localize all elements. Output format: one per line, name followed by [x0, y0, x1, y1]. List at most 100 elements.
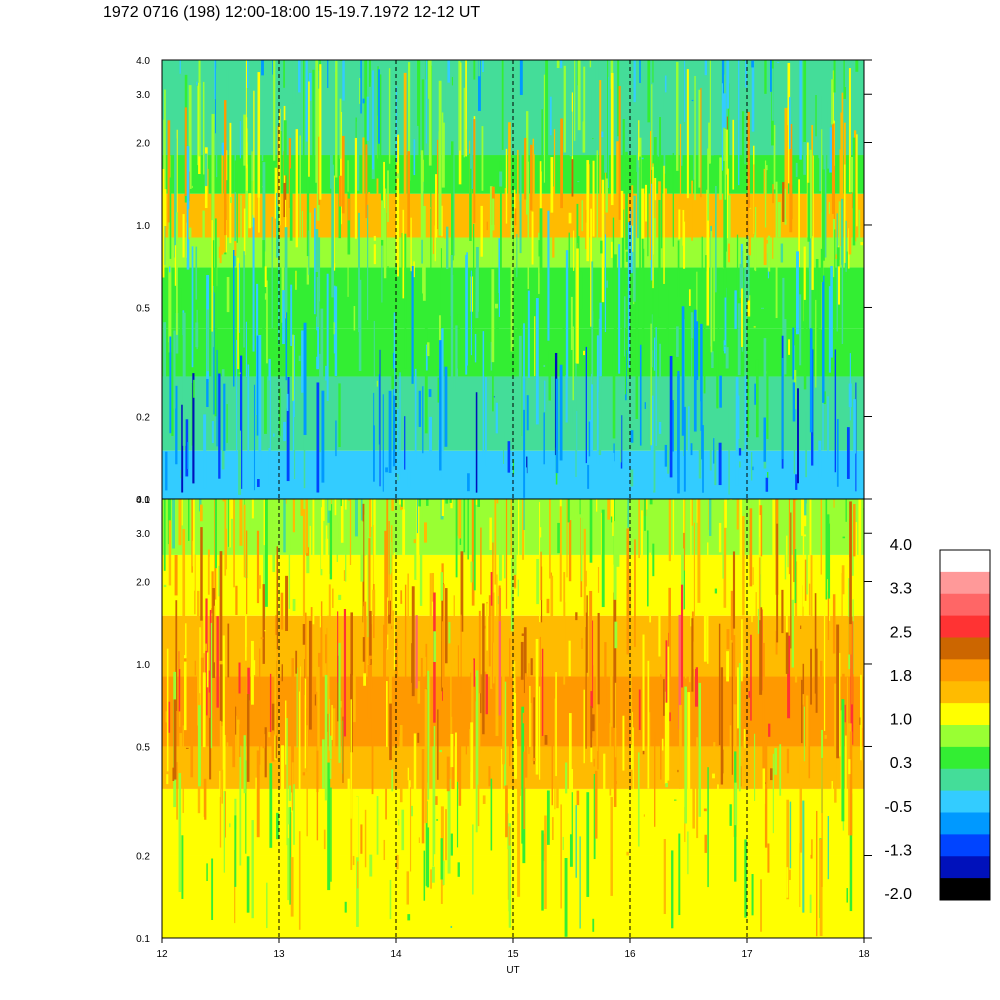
heatmap-streak [376, 796, 379, 855]
heatmap-streak [224, 791, 226, 838]
heatmap-streak [210, 622, 213, 749]
heatmap-streak [772, 499, 776, 585]
heatmap-streak [343, 608, 347, 737]
heatmap-streak [846, 677, 849, 777]
heatmap-streak [428, 60, 432, 166]
heatmap-streak [185, 419, 189, 477]
heatmap-streak [465, 254, 468, 375]
heatmap-streak [339, 111, 343, 225]
heatmap-streak [347, 198, 351, 221]
heatmap-streak [186, 146, 190, 270]
heatmap-streak [271, 730, 275, 762]
heatmap-streak [818, 197, 822, 213]
heatmap-streak [441, 499, 445, 517]
y-tick-label: 0.5 [136, 303, 150, 314]
heatmap-streak [660, 60, 663, 71]
heatmap-streak [841, 565, 845, 595]
heatmap-streak [457, 314, 461, 369]
heatmap-streak [492, 198, 495, 231]
heatmap-streak [233, 249, 235, 387]
heatmap-streak [362, 137, 365, 201]
heatmap-streak [661, 713, 663, 735]
heatmap-streak [509, 638, 511, 767]
heatmap-streak [568, 232, 570, 272]
heatmap-streak [781, 357, 784, 460]
heatmap-streak [474, 333, 477, 363]
heatmap-streak [450, 662, 452, 769]
y-tick-label: 1.0 [136, 221, 150, 232]
heatmap-streak [446, 756, 450, 792]
heatmap-streak [838, 201, 842, 260]
heatmap-streak [589, 499, 593, 563]
heatmap-streak [753, 164, 755, 236]
heatmap-streak [328, 584, 331, 647]
heatmap-streak [848, 759, 851, 775]
heatmap-streak [466, 129, 470, 149]
heatmap-streak [278, 388, 281, 437]
heatmap-streak [702, 425, 704, 493]
heatmap-streak [213, 605, 216, 663]
heatmap-streak [163, 584, 167, 588]
heatmap-streak [505, 499, 508, 609]
heatmap-streak [764, 160, 767, 228]
heatmap-streak [247, 60, 250, 107]
heatmap-streak [172, 767, 175, 781]
heatmap-streak [530, 144, 533, 211]
heatmap-streak [650, 323, 652, 446]
heatmap-streak [654, 189, 656, 225]
heatmap-streak [663, 83, 665, 156]
heatmap-streak [767, 472, 769, 479]
heatmap-streak [607, 499, 611, 520]
heatmap-streak [308, 72, 312, 101]
heatmap-streak [566, 499, 570, 523]
heatmap-streak [837, 245, 841, 305]
heatmap-streak [485, 674, 488, 715]
heatmap-streak [396, 189, 399, 277]
heatmap-streak [604, 642, 607, 724]
heatmap-streak [202, 210, 205, 240]
heatmap-streak [429, 800, 433, 851]
heatmap-streak [650, 395, 654, 491]
heatmap-streak [309, 212, 312, 253]
heatmap-streak [859, 717, 861, 725]
heatmap-streak [616, 499, 620, 567]
heatmap-streak [569, 111, 573, 157]
heatmap-streak [321, 390, 325, 483]
y-tick-label: 0.5 [136, 742, 150, 753]
heatmap-streak [549, 818, 552, 917]
heatmap-streak [780, 859, 784, 924]
heatmap-streak [849, 501, 852, 625]
heatmap-streak [539, 161, 542, 213]
heatmap-streak [801, 499, 804, 536]
colorbar-label: 3.3 [890, 581, 912, 598]
heatmap-streak [271, 216, 273, 329]
heatmap-streak [267, 380, 270, 449]
heatmap-streak [784, 107, 788, 214]
heatmap-streak [329, 504, 333, 580]
heatmap-streak [843, 164, 846, 263]
heatmap-streak [498, 238, 500, 317]
heatmap-streak [184, 623, 187, 731]
heatmap-streak [381, 200, 385, 240]
heatmap-streak [288, 785, 292, 801]
heatmap-streak [538, 232, 540, 294]
heatmap-streak [742, 516, 745, 616]
colorbar-swatch [940, 768, 990, 792]
heatmap-streak [743, 839, 747, 918]
heatmap-streak [338, 642, 341, 763]
heatmap-streak [575, 264, 578, 364]
heatmap-streak [663, 839, 666, 915]
heatmap-streak [437, 377, 440, 403]
heatmap-streak [269, 763, 273, 848]
heatmap-streak [792, 789, 795, 892]
heatmap-streak [639, 60, 641, 84]
heatmap-streak [179, 629, 182, 670]
heatmap-streak [731, 642, 733, 775]
heatmap-streak [539, 527, 542, 538]
heatmap-streak [302, 624, 306, 645]
heatmap-streak [476, 329, 479, 345]
heatmap-streak [839, 91, 842, 109]
heatmap-streak [316, 914, 318, 933]
heatmap-streak [855, 522, 858, 580]
heatmap-streak [383, 161, 385, 209]
